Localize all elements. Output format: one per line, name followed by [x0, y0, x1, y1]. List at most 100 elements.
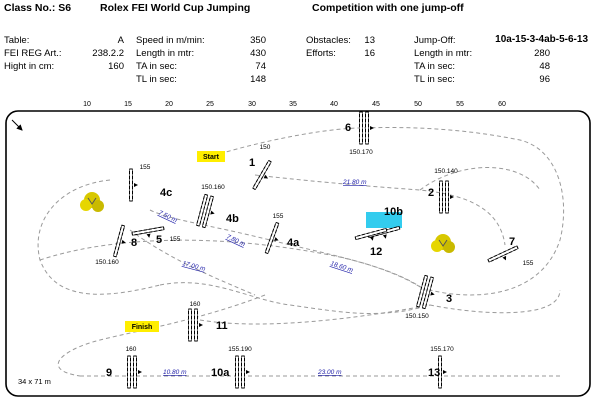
obstacle-height: 155.170 — [430, 346, 454, 353]
obstacle-rail-outline — [133, 355, 137, 389]
scale-mark: 60 — [498, 101, 506, 108]
direction-arrow — [199, 323, 203, 327]
jo-length-label: Length in mtr: — [414, 48, 473, 59]
obstacle-number: 6 — [345, 122, 351, 134]
obstacle-number: 10a — [211, 367, 230, 379]
obstacle-rail-outline — [264, 222, 280, 254]
jo-tl-label: TL in sec: — [414, 74, 455, 85]
height-label: Hight in cm: — [4, 61, 55, 72]
start-label: Start — [203, 154, 220, 161]
obstacle-number: 10b — [384, 206, 403, 218]
direction-arrow — [274, 237, 279, 241]
obstacle-height: 155 — [170, 236, 181, 243]
obstacle-rail — [129, 168, 133, 202]
length-label: Length in mtr: — [136, 48, 195, 59]
ta-value: 74 — [255, 61, 266, 72]
obstacle-6: 6 150.170 — [345, 111, 374, 156]
direction-arrow — [450, 195, 454, 199]
obstacle-number: 9 — [106, 367, 112, 379]
table-label: Table: — [4, 35, 30, 46]
obstacle-5: 5 155 — [131, 226, 181, 246]
obstacle-height: 150.140 — [434, 168, 458, 175]
obstacle-number: 4b — [226, 213, 239, 225]
direction-arrow — [502, 255, 507, 261]
obstacle-number: 11 — [216, 320, 228, 332]
obstacle-rail-outline — [127, 355, 131, 389]
scale-mark: 25 — [206, 101, 214, 108]
direction-arrow — [11, 119, 23, 131]
scale-mark: 15 — [124, 101, 132, 108]
obstacle-rail-outline — [354, 228, 388, 240]
obstacles-value: 13 — [364, 35, 375, 46]
obstacle-number: 12 — [370, 246, 382, 258]
start-flag — [197, 151, 225, 162]
scale-mark: 10 — [83, 101, 91, 108]
obstacle-number: 4c — [160, 187, 172, 199]
obstacle-rail-outline — [235, 355, 239, 389]
distance-label: 17.00 m — [181, 260, 206, 273]
arena-size: 34 x 71 m — [18, 377, 51, 386]
direction-arrow — [369, 236, 374, 241]
obstacle-rail — [188, 308, 192, 342]
distance-label: 7.80 m — [225, 233, 246, 248]
obstacle-height: 150.160 — [0, 0, 12, 2]
distance-label: 7.50 m — [157, 209, 178, 224]
jo-tl-value: 96 — [539, 74, 550, 85]
obstacle-height: 160 — [126, 346, 137, 353]
speed-label: Speed in m/min: — [136, 35, 205, 46]
obstacle-height: 155.190 — [228, 346, 252, 353]
direction-arrow — [121, 239, 126, 244]
scale-mark: 30 — [248, 101, 256, 108]
obstacle-number: 3 — [446, 293, 452, 305]
obstacle-11: 11 160 — [188, 301, 228, 342]
distance-label: 23.00 m — [317, 369, 342, 376]
obstacle-rail-outline — [438, 355, 442, 389]
obstacle-rail — [241, 355, 245, 389]
efforts-label: Efforts: — [306, 48, 336, 59]
obstacle-number: 8 — [131, 237, 137, 249]
obstacle-height: 155 — [273, 213, 284, 220]
class-number: Class No.: S6 — [4, 2, 72, 14]
obstacle-rail — [264, 221, 280, 255]
scale-mark: 35 — [289, 101, 297, 108]
obstacle-rail — [365, 111, 369, 145]
scale-mark: 45 — [372, 101, 380, 108]
finish-flag — [125, 321, 159, 332]
obstacle-13: 13 155.170 — [428, 346, 454, 389]
speed-value: 350 — [250, 35, 266, 46]
jumpoff-label: Jump-Off: — [414, 35, 456, 46]
obstacle-height: 150 — [260, 144, 271, 151]
obstacle-rail-outline — [487, 245, 519, 263]
obstacle-rail-outline — [113, 224, 125, 258]
scale-mark: 40 — [330, 101, 338, 108]
obstacle-rail-outline — [445, 180, 449, 214]
obstacle-rail — [194, 308, 198, 342]
obstacle-rail-outline — [131, 226, 165, 236]
obstacle-height: 150.150 — [405, 313, 429, 320]
tl-label: TL in sec: — [136, 74, 177, 85]
obstacle-rail-outline — [129, 168, 133, 202]
obstacle-number: 5 — [156, 234, 162, 246]
obstacle-7: 7 155 — [487, 236, 534, 267]
obstacle-rail — [235, 355, 239, 389]
obstacle-rail — [487, 245, 519, 263]
scale-mark: 50 — [414, 101, 422, 108]
obstacle-rail — [359, 111, 363, 145]
obstacle-rail-outline — [194, 308, 198, 342]
direction-arrow — [263, 174, 269, 179]
jumpoff-value: 10a-15-3-4ab-5-6-13 — [495, 34, 588, 45]
efforts-value: 16 — [364, 48, 375, 59]
jo-ta-label: TA in sec: — [414, 61, 456, 72]
obstacle-height: 150.170 — [349, 149, 373, 156]
obstacle-number: 7 — [509, 236, 515, 248]
obstacle-height: 155 — [523, 260, 534, 267]
obstacle-number: 2 — [428, 187, 434, 199]
obstacle-rail-outline — [188, 308, 192, 342]
direction-arrow — [210, 210, 215, 215]
obstacle-1: 1 150 — [249, 144, 272, 191]
tree-icon — [431, 234, 455, 253]
table-value: A — [117, 35, 124, 46]
obstacle-rail-outline — [196, 194, 209, 227]
length-value: 430 — [250, 48, 266, 59]
distance-label: 18.60 m — [329, 260, 354, 274]
